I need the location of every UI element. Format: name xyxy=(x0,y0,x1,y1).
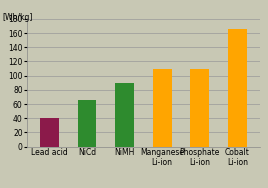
Bar xyxy=(228,30,247,147)
Bar xyxy=(153,68,172,147)
Text: [Wh/kg]: [Wh/kg] xyxy=(3,13,33,22)
Bar xyxy=(77,100,96,147)
Bar xyxy=(190,68,209,147)
Bar xyxy=(40,118,59,147)
Bar xyxy=(115,83,134,147)
